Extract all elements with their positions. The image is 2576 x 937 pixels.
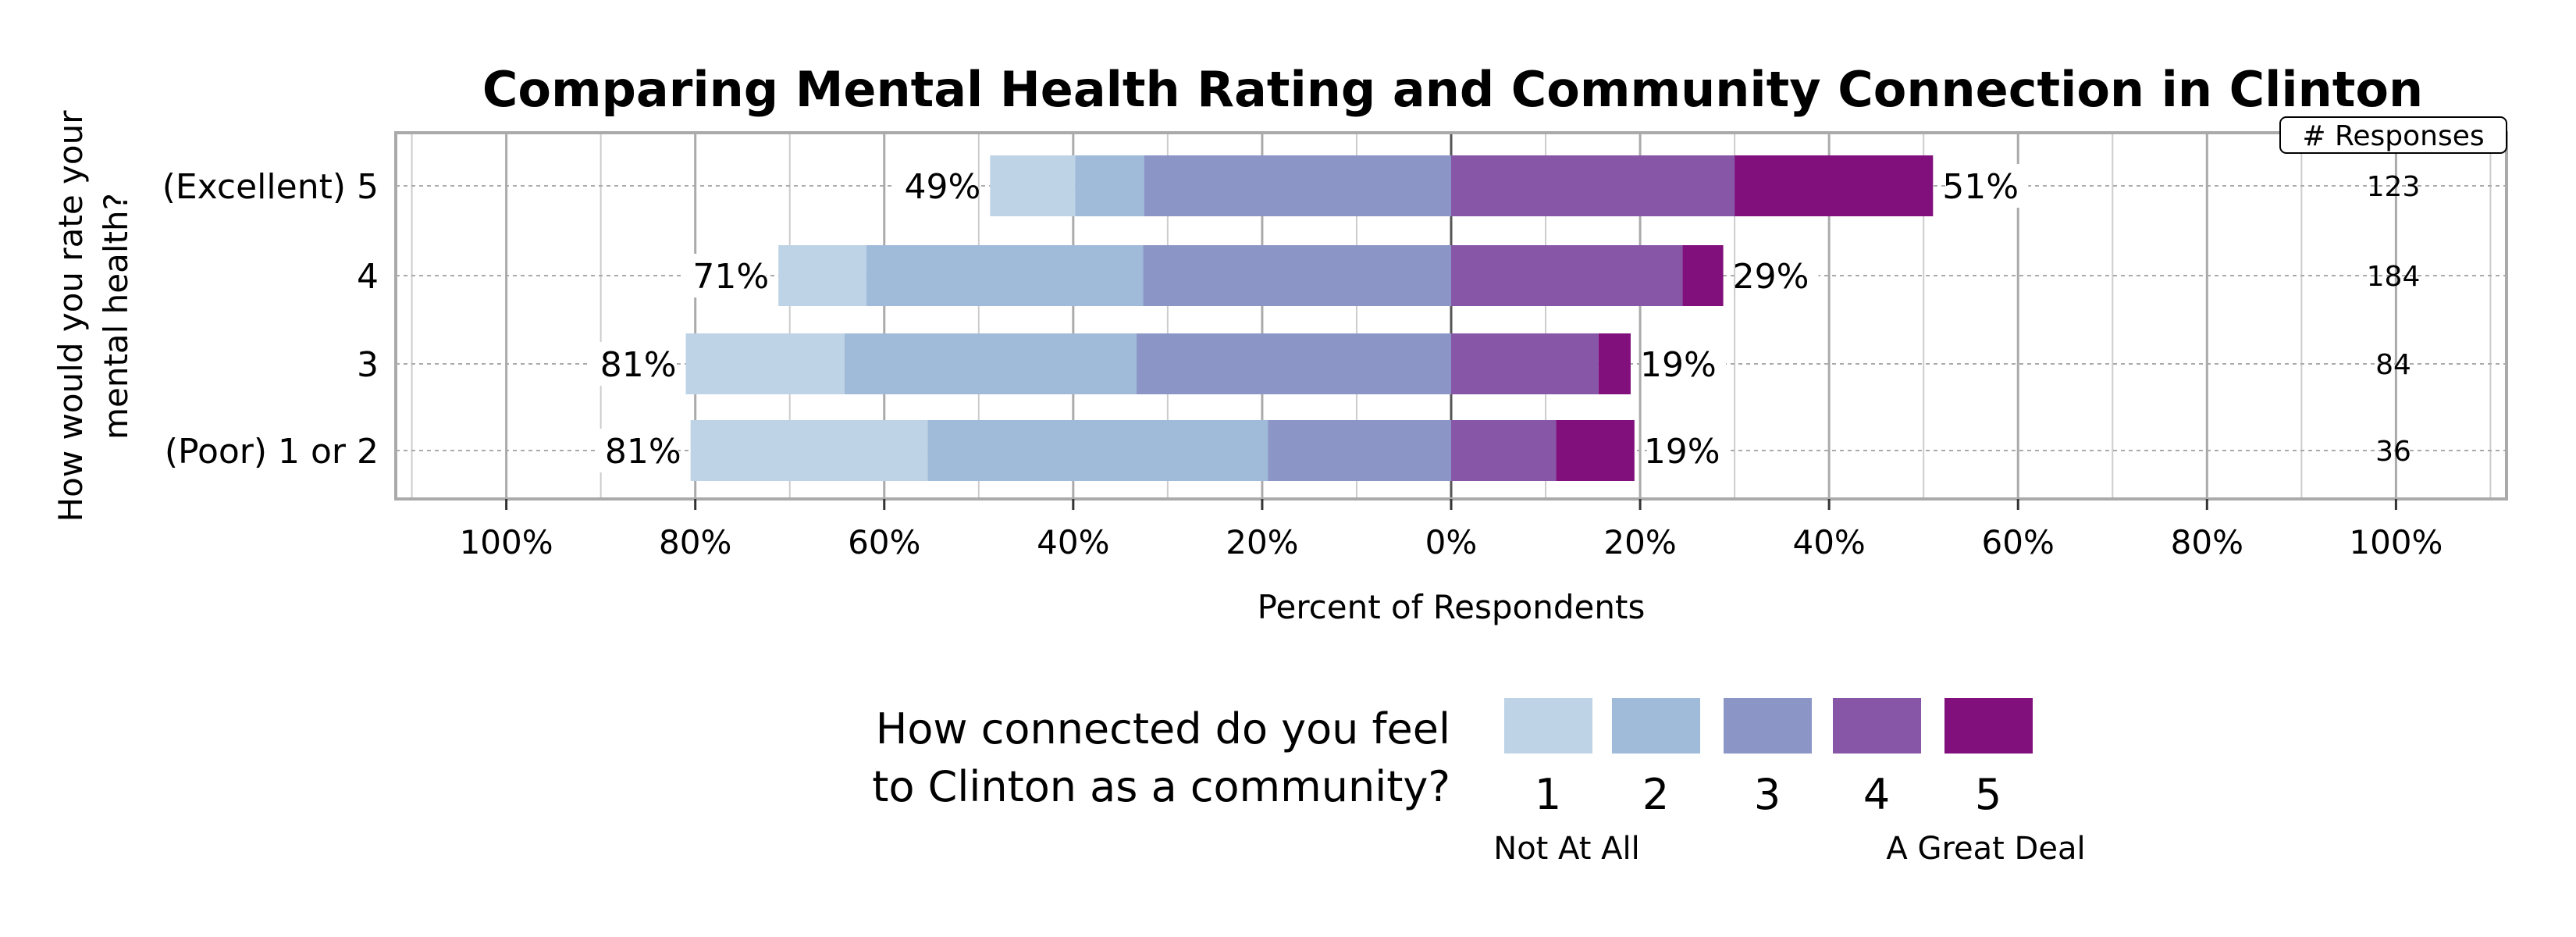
y-axis-title-line-1: How would you rate your: [52, 110, 90, 522]
response-count: 184: [2367, 261, 2421, 293]
label-bg: [895, 164, 978, 208]
positive-percent-label: 29%: [1733, 257, 1809, 297]
positive-percent-label: 51%: [1942, 167, 2019, 207]
negative-percent-label: 49%: [905, 167, 981, 207]
label-bg: [1642, 342, 1726, 386]
responses-header: # Responses: [2279, 116, 2507, 154]
legend-swatch-4: [1833, 698, 1921, 754]
x-tick-labels: 100% 80% 60% 40% 20% 0% 20% 40% 60% 80% 100%: [460, 523, 2443, 561]
x-tick-label: 60%: [848, 523, 920, 561]
chart-title: Comparing Mental Health Rating and Commu…: [482, 61, 2423, 118]
label-bg: [595, 429, 678, 472]
bar-segment-1: [990, 155, 1076, 216]
bar-segment-2: [1075, 155, 1144, 216]
y-tick-labels: (Excellent) 5 4 3 (Poor) 1 or 2: [162, 167, 379, 472]
legend-label: 5: [1975, 770, 2001, 819]
bar-segment-5: [1735, 155, 1934, 216]
bar-segment-4: [1451, 420, 1557, 481]
legend-swatch-5: [1944, 698, 2033, 754]
x-tick-label: 20%: [1226, 523, 1298, 561]
bar-segment-3: [1144, 155, 1451, 216]
x-axis-title: Percent of Respondents: [1258, 588, 1646, 626]
bar-segment-3: [1268, 420, 1451, 481]
x-tick-label: 100%: [460, 523, 553, 561]
x-tick-label: 20%: [1603, 523, 1676, 561]
legend-label: 3: [1754, 770, 1781, 819]
response-count: 84: [2375, 349, 2411, 381]
category-label: 4: [357, 257, 379, 297]
bar-segment-3: [1143, 245, 1451, 306]
legend-title-line-2: to Clinton as a community?: [872, 762, 1450, 811]
legend-swatch-1: [1504, 698, 1592, 754]
legend-label: 1: [1535, 770, 1561, 819]
category-label: 3: [357, 345, 379, 385]
x-tick-label: 80%: [659, 523, 731, 561]
label-bg: [683, 254, 767, 297]
positive-percent-label: 19%: [1640, 345, 1717, 385]
legend-swatch-2: [1612, 698, 1700, 754]
response-count: 36: [2375, 436, 2411, 468]
bar-segment-2: [866, 245, 1144, 306]
bar-segment-4: [1451, 333, 1599, 394]
category-label: (Excellent) 5: [162, 167, 379, 207]
legend-swatch-3: [1724, 698, 1812, 754]
responses-header-text: # Responses: [2302, 120, 2484, 152]
positive-percent-label: 19%: [1644, 432, 1720, 472]
legend-high-anchor: A Great Deal: [1886, 831, 2085, 867]
bar-segment-2: [927, 420, 1268, 481]
response-counts: 123 184 84 36: [2367, 171, 2421, 468]
legend: How connected do you feel to Clinton as …: [872, 698, 2086, 867]
bar-segment-1: [778, 245, 866, 306]
bar-segment-3: [1136, 333, 1451, 394]
legend-low-anchor: Not At All: [1493, 831, 1639, 867]
negative-percent-label: 81%: [605, 432, 681, 472]
x-tick-label: 0%: [1425, 523, 1478, 561]
bar-segment-5: [1682, 245, 1724, 306]
label-bg: [1945, 164, 2029, 208]
y-axis-title-line-2: mental health?: [97, 193, 135, 440]
category-label: (Poor) 1 or 2: [165, 432, 379, 472]
label-bg: [1646, 429, 1730, 472]
legend-title-line-1: How connected do you feel: [876, 704, 1450, 754]
x-tick-label: 100%: [2349, 523, 2443, 561]
x-tick-label: 80%: [2171, 523, 2243, 561]
bar-segment-4: [1451, 245, 1683, 306]
data-labels: 49% 51% 71% 29% 81% 19% 81% 19%: [590, 164, 2029, 472]
bar-segment-1: [685, 333, 845, 394]
bar-segment-5: [1598, 333, 1631, 394]
bar-segment-2: [844, 333, 1137, 394]
bars: [685, 155, 1934, 481]
x-tick-label: 40%: [1037, 523, 1109, 561]
label-bg: [1735, 254, 1819, 297]
bar-segment-5: [1556, 420, 1635, 481]
response-count: 123: [2367, 171, 2421, 203]
legend-label: 4: [1863, 770, 1890, 819]
bar-segment-4: [1451, 155, 1735, 216]
negative-percent-label: 71%: [692, 257, 769, 297]
y-axis-title: How would you rate your mental health?: [52, 110, 135, 522]
x-tick-label: 40%: [1792, 523, 1865, 561]
x-tick-label: 60%: [1982, 523, 2055, 561]
legend-label: 2: [1642, 770, 1669, 819]
negative-percent-label: 81%: [600, 345, 677, 385]
bar-segment-1: [690, 420, 928, 481]
label-bg: [590, 342, 674, 386]
